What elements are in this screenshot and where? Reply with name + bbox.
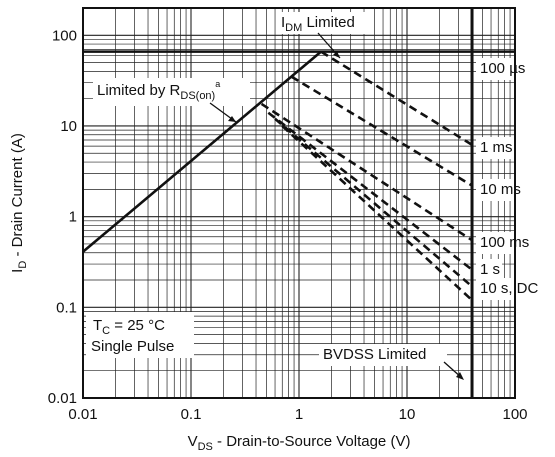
pulse-annotation-part: Single Pulse [91, 338, 174, 355]
x-tick-label: 1 [295, 406, 303, 423]
y-axis-label-part: D [17, 261, 29, 269]
series-lines [82, 50, 473, 302]
idm-annotation-bg [277, 12, 371, 34]
series-line-5 [274, 117, 473, 288]
curve-label-bg [476, 259, 502, 281]
tc-annotation: TC = 25 °C [93, 317, 165, 337]
curve-label: 1 s [480, 261, 500, 278]
curve-label: 100 ms [480, 234, 529, 251]
idm-annotation-part: Limited [302, 14, 355, 31]
rds-annotation-part: Limited by R [97, 82, 181, 99]
series-line-2 [290, 75, 473, 187]
bvdss-annotation: BVDSS Limited [323, 346, 426, 363]
rds-annotation: Limited by RDS(on)a [97, 79, 220, 102]
x-tick-label: 100 [502, 406, 527, 423]
y-tick-label: 100 [52, 27, 77, 44]
series-line-0 [82, 50, 322, 253]
curve-label-part: 100 µs [480, 60, 525, 77]
x-axis-label-part: - Drain-to-Source Voltage (V) [213, 433, 411, 450]
y-axis-label-part: - Drain Current (A) [9, 133, 26, 261]
x-tick-label: 10 [399, 406, 416, 423]
bvdss-annotation-part: BVDSS Limited [323, 346, 426, 363]
curve-label: 10 s, DC [480, 280, 539, 297]
x-tick-label: 0.01 [68, 406, 97, 423]
idm-annotation-part: DM [285, 22, 302, 34]
y-axis-label-part: I [9, 269, 26, 273]
curve-label-bg [476, 232, 538, 254]
series-line-6 [281, 125, 473, 302]
x-axis-label: VDS - Drain-to-Source Voltage (V) [188, 433, 411, 453]
series-line-1 [320, 50, 473, 146]
tc-annotation-part: T [93, 317, 102, 334]
rds-annotation-part: DS(on) [180, 90, 215, 102]
curve-label: 10 ms [480, 181, 521, 198]
series-line-3 [260, 102, 473, 242]
tc-annotation-part: = 25 °C [110, 317, 165, 334]
conditions-bg [86, 312, 194, 358]
y-axis-label: ID - Drain Current (A) [9, 133, 29, 273]
x-tick-label: 0.1 [181, 406, 202, 423]
y-tick-label: 1 [69, 209, 77, 226]
curve-label-part: 100 ms [480, 234, 529, 251]
x-axis-label-part: DS [198, 441, 213, 453]
rds-annotation-part: a [215, 79, 220, 89]
pulse-annotation: Single Pulse [91, 338, 174, 355]
grid [83, 8, 515, 398]
idm-annotation: IDM Limited [281, 14, 355, 34]
y-tick-label: 10 [60, 118, 77, 135]
curve-label-part: 10 s, DC [480, 280, 539, 297]
curve-label-bg [476, 58, 538, 80]
y-tick-label: 0.1 [56, 299, 77, 316]
y-tick-label: 0.01 [48, 390, 77, 407]
annotations: VDS - Drain-to-Source Voltage (V)ID - Dr… [9, 12, 552, 453]
limit-lines [83, 8, 515, 398]
curve-label-part: 1 ms [480, 139, 513, 156]
rds-annotation-bg [93, 78, 250, 106]
bvdss-pointer-head [456, 372, 464, 380]
series-line-4 [267, 111, 473, 271]
idm-annotation-part: I [281, 14, 285, 31]
rds-pointer-head [228, 116, 236, 122]
x-axis-label-part: V [188, 433, 198, 450]
plot-frame [82, 7, 516, 399]
curve-label-part: 1 s [480, 261, 500, 278]
curve-label: 1 ms [480, 139, 513, 156]
idm-pointer-head [333, 51, 340, 58]
curve-label-bg [476, 137, 518, 159]
bvdss-annotation-bg [319, 344, 447, 366]
curve-label-part: 10 ms [480, 181, 521, 198]
curve-label: 100 µs [480, 60, 525, 77]
tc-annotation-part: C [102, 325, 110, 337]
tick-labels: 0.01 0.1 1 10 100 100 10 1 0.1 0.01 [48, 27, 528, 423]
